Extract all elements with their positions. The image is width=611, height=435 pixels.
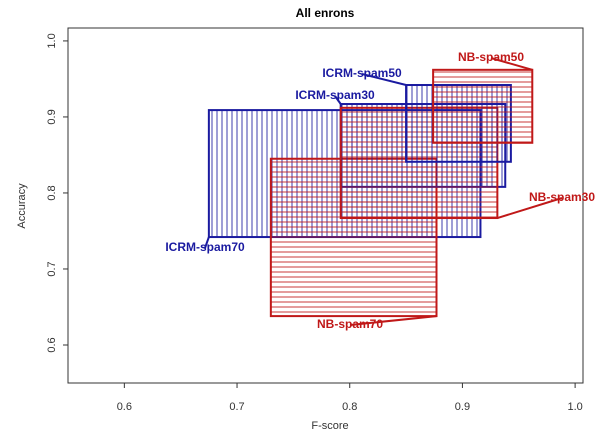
y-tick-label: 0.9 [46, 109, 58, 124]
y-tick-label: 1.0 [46, 33, 58, 48]
x-tick-label: 1.0 [567, 401, 582, 413]
series-label: NB-spam30 [529, 190, 595, 204]
x-tick-label: 0.6 [117, 401, 132, 413]
series-label: ICRM-spam30 [295, 88, 375, 102]
label-leader [204, 236, 210, 249]
label-leader [334, 95, 342, 105]
range-rect [432, 68, 534, 144]
y-tick-label: 0.6 [46, 337, 58, 352]
y-tick-label: 0.8 [46, 185, 58, 200]
label-leader [361, 73, 407, 86]
y-axis-label: Accuracy [16, 183, 28, 229]
x-tick-label: 0.8 [342, 401, 357, 413]
plot-frame [67, 27, 584, 384]
series-label: ICRM-spam70 [165, 240, 245, 254]
y-tick-label: 0.7 [46, 261, 58, 276]
label-leader [497, 197, 563, 219]
x-tick-label: 0.7 [229, 401, 244, 413]
label-leader [490, 57, 533, 71]
x-tick-label: 0.9 [455, 401, 470, 413]
chart-title: All enrons [296, 6, 355, 20]
series-label: NB-spam70 [317, 317, 383, 331]
series-label: ICRM-spam50 [322, 66, 402, 80]
label-leader [349, 315, 437, 326]
x-axis-label: F-score [311, 420, 348, 432]
series-label: NB-spam50 [458, 50, 524, 64]
